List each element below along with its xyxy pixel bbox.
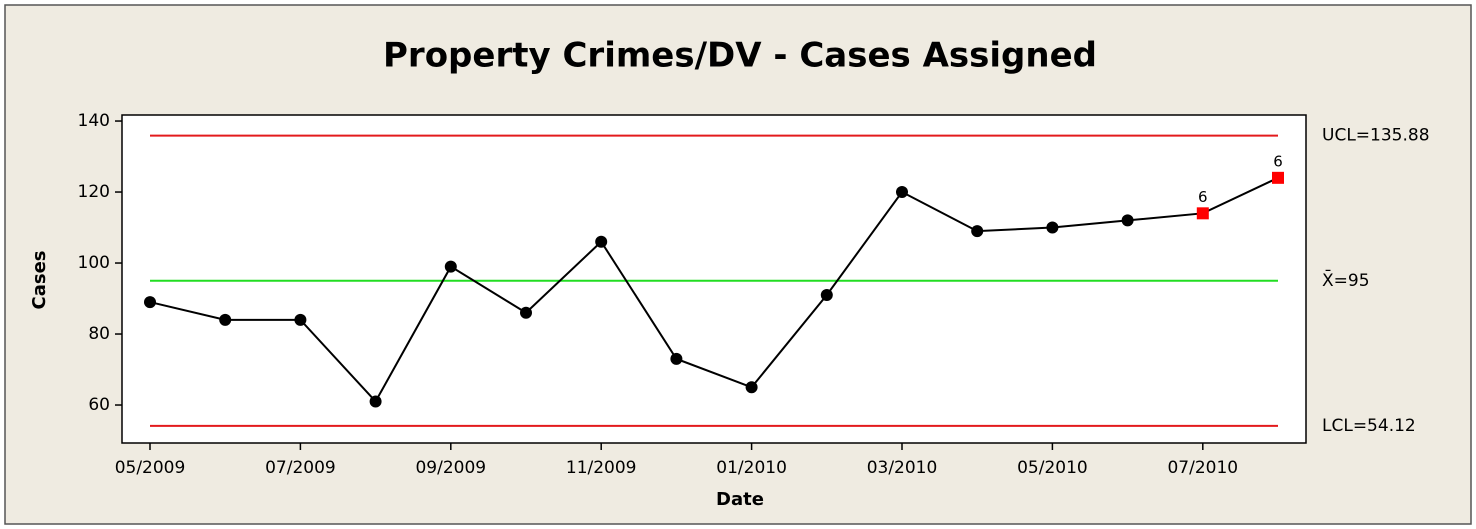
point bbox=[1046, 221, 1059, 234]
point bbox=[820, 288, 833, 301]
y-tick-label: 140 bbox=[78, 111, 110, 131]
point bbox=[294, 313, 307, 326]
point-label: 6 bbox=[1273, 152, 1283, 170]
control-line-label: LCL=54.12 bbox=[1322, 416, 1416, 436]
y-axis-label: Cases bbox=[29, 251, 50, 310]
chart-title: Property Crimes/DV - Cases Assigned bbox=[383, 36, 1097, 76]
point bbox=[595, 235, 608, 248]
point bbox=[444, 260, 457, 273]
point bbox=[745, 381, 758, 394]
y-tick-label: 80 bbox=[88, 324, 110, 344]
y-tick-label: 60 bbox=[88, 395, 110, 415]
x-tick-label: 11/2009 bbox=[566, 458, 637, 478]
point bbox=[670, 352, 683, 365]
x-tick-label: 01/2010 bbox=[716, 458, 787, 478]
point bbox=[219, 313, 232, 326]
point-label: 6 bbox=[1198, 188, 1208, 206]
point bbox=[896, 186, 908, 199]
plot-area bbox=[121, 114, 1307, 444]
point bbox=[971, 225, 984, 238]
point bbox=[369, 395, 382, 408]
x-tick-label: 09/2009 bbox=[415, 458, 486, 478]
flagged-point bbox=[1272, 171, 1284, 184]
x-axis-label: Date bbox=[716, 489, 764, 510]
x-tick-label: 03/2010 bbox=[867, 458, 938, 478]
control-line-label: UCL=135.88 bbox=[1322, 126, 1430, 146]
y-tick-label: 120 bbox=[78, 182, 110, 202]
y-tick-label: 100 bbox=[78, 253, 110, 273]
point bbox=[144, 296, 156, 309]
flagged-point bbox=[1196, 207, 1209, 220]
x-tick-label: 07/2009 bbox=[265, 458, 336, 478]
x-tick-label: 07/2010 bbox=[1167, 458, 1238, 478]
x-tick-label: 05/2010 bbox=[1017, 458, 1088, 478]
control-line-label: X̄=95 bbox=[1322, 269, 1370, 291]
point bbox=[520, 306, 532, 319]
x-tick-label: 05/2009 bbox=[115, 458, 186, 478]
point bbox=[1121, 214, 1134, 227]
series-line bbox=[149, 176, 1279, 404]
